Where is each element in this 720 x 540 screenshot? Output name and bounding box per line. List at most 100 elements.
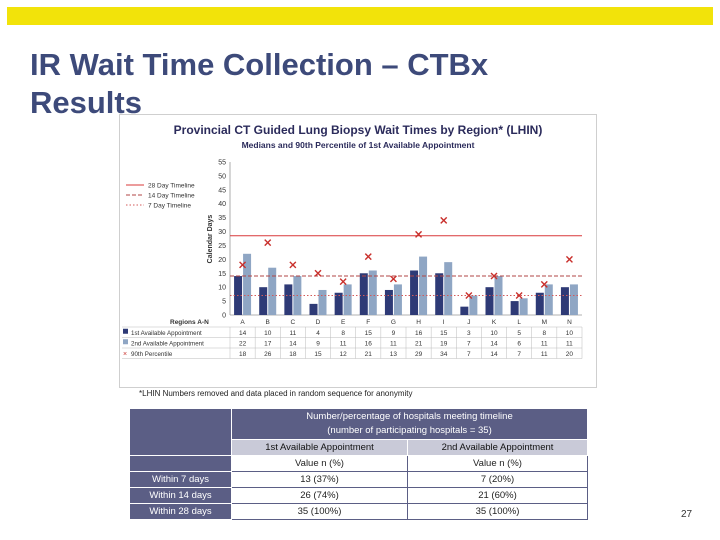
table-value: 6 <box>517 340 521 347</box>
legend-label: 14 Day Timeline <box>148 193 195 200</box>
x-tick-label: J <box>467 319 470 326</box>
table-legend-marker: × <box>123 351 127 358</box>
table-row-label: 90th Percentile <box>131 351 173 358</box>
table-value: 15 <box>314 351 322 358</box>
table-header-line-1: Number/percentage of hospitals meeting t… <box>306 411 513 422</box>
percentile-marker <box>389 275 397 283</box>
table-value: 11 <box>541 351 548 358</box>
table-row: Within 7 days 13 (37%) 7 (20%) <box>129 471 589 488</box>
table-value: 15 <box>365 330 373 337</box>
percentile-marker <box>540 280 548 288</box>
bar-2nd-available <box>268 267 277 315</box>
table-value: 29 <box>415 351 423 358</box>
table-value: 10 <box>264 330 272 337</box>
bar-1st-available <box>259 287 268 315</box>
table-header-line-2: (number of participating hospitals = 35) <box>327 425 492 436</box>
row-label: Within 14 days <box>129 487 232 504</box>
table-corner <box>129 408 232 456</box>
table-value: 11 <box>340 340 347 347</box>
x-tick-label: D <box>316 319 321 326</box>
percentile-marker <box>440 216 448 224</box>
subheader-1st: Value n (%) <box>231 455 408 472</box>
percentile-marker <box>289 261 297 269</box>
x-tick-label: E <box>341 319 346 326</box>
percentile-marker <box>364 253 372 261</box>
table-value: 16 <box>415 330 423 337</box>
table-legend-swatch <box>123 328 128 334</box>
table-value: 8 <box>542 330 546 337</box>
bar-2nd-available <box>469 295 478 315</box>
table-row: Number/percentage of hospitals meeting t… <box>129 408 589 456</box>
x-tick-label: A <box>240 319 245 326</box>
table-value: 17 <box>264 340 272 347</box>
table-value: 4 <box>316 330 320 337</box>
subheader-2nd: Value n (%) <box>406 455 589 472</box>
cell-1st: 35 (100%) <box>231 503 408 520</box>
row-label: Within 7 days <box>129 471 232 488</box>
bar-2nd-available <box>519 298 528 315</box>
table-value: 18 <box>239 351 247 358</box>
page-number: 27 <box>681 509 693 520</box>
table-value: 16 <box>365 340 373 347</box>
y-tick-label: 5 <box>222 299 226 306</box>
y-tick-label: 15 <box>218 271 226 278</box>
y-tick-label: 35 <box>218 215 226 222</box>
table-value: 14 <box>490 351 498 358</box>
x-tick-label: M <box>542 319 547 326</box>
slide-title: IR Wait Time Collection – CTBx Results <box>30 46 488 122</box>
x-tick-label: N <box>567 319 572 326</box>
table-value: 3 <box>467 330 471 337</box>
table-value: 9 <box>392 330 396 337</box>
bar-2nd-available <box>494 276 503 315</box>
y-tick-label: 20 <box>218 257 226 264</box>
table-row: Value n (%) Value n (%) <box>129 455 589 472</box>
y-tick-label: 40 <box>218 201 226 208</box>
bar-1st-available <box>485 287 494 315</box>
y-tick-label: 25 <box>218 243 226 250</box>
table-value: 15 <box>440 330 448 337</box>
slide-title-line-1: IR Wait Time Collection – CTBx <box>30 47 489 82</box>
table-value: 13 <box>390 351 398 358</box>
table-value: 14 <box>490 340 498 347</box>
bar-2nd-available <box>444 262 453 315</box>
percentile-marker <box>339 278 347 286</box>
table-value: 11 <box>390 340 397 347</box>
bar-1st-available <box>384 289 393 315</box>
cell-1st: 26 (74%) <box>231 487 408 504</box>
table-header-main: Number/percentage of hospitals meeting t… <box>230 408 589 440</box>
cell-2nd: 35 (100%) <box>406 503 589 520</box>
x-tick-label: G <box>391 319 396 326</box>
y-tick-label: 55 <box>218 160 226 167</box>
y-tick-label: 30 <box>218 229 226 236</box>
summary-table: Number/percentage of hospitals meeting t… <box>129 408 589 520</box>
chart-title: Provincial CT Guided Lung Biopsy Wait Ti… <box>174 123 543 137</box>
percentile-marker <box>515 292 523 300</box>
bar-2nd-available <box>343 284 352 315</box>
chart-subtitle: Medians and 90th Percentile of 1st Avail… <box>242 140 475 150</box>
table-row-label: 2nd Available Appointment <box>131 340 204 347</box>
percentile-marker <box>239 261 247 269</box>
x-tick-label: H <box>416 319 421 326</box>
table-value: 9 <box>316 340 320 347</box>
chart-figure: Provincial CT Guided Lung Biopsy Wait Ti… <box>119 114 597 388</box>
x-tick-label: I <box>443 319 445 326</box>
bar-1st-available <box>309 303 318 315</box>
table-value: 7 <box>517 351 521 358</box>
legend-label: 7 Day Timeline <box>148 203 191 210</box>
bar-2nd-available <box>368 270 377 315</box>
table-row: Within 14 days 26 (74%) 21 (60%) <box>129 487 589 504</box>
table-value: 7 <box>467 351 471 358</box>
bar-1st-available <box>435 273 444 315</box>
bar-1st-available <box>334 292 343 315</box>
table-value: 7 <box>467 340 471 347</box>
table-value: 18 <box>289 351 297 358</box>
x-tick-label: B <box>266 319 270 326</box>
percentile-marker <box>264 239 272 247</box>
percentile-marker <box>465 292 473 300</box>
table-value: 34 <box>440 351 448 358</box>
bar-2nd-available <box>419 256 428 315</box>
bar-1st-available <box>535 292 544 315</box>
table-value: 5 <box>517 330 521 337</box>
bar-2nd-available <box>544 284 553 315</box>
table-value: 22 <box>239 340 247 347</box>
